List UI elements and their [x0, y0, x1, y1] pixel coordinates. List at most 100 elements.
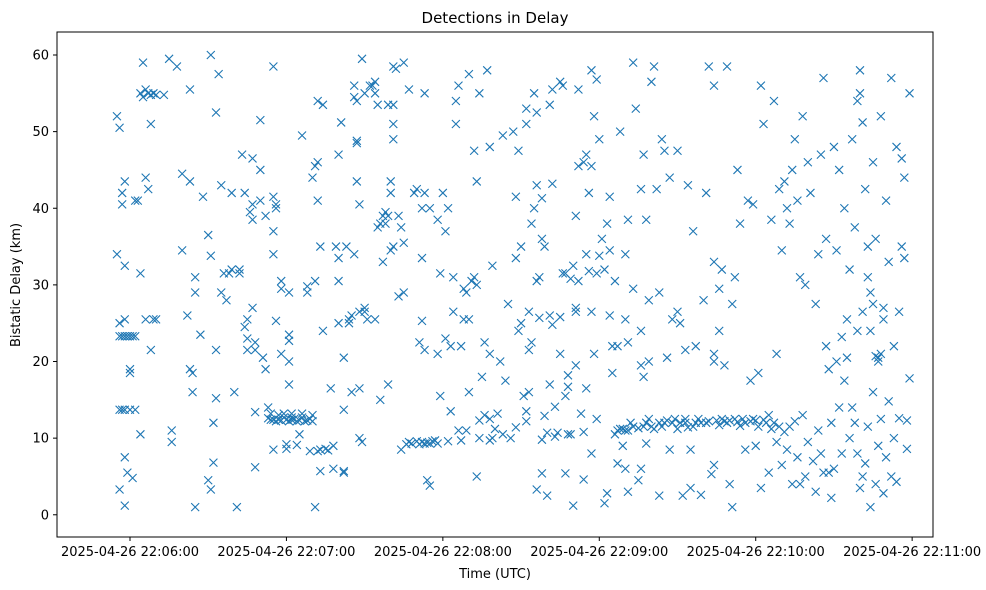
data-point: [748, 200, 758, 209]
data-point: [816, 449, 826, 458]
data-point: [409, 188, 419, 198]
data-point: [725, 479, 735, 489]
data-point: [571, 307, 581, 317]
data-point: [868, 157, 878, 167]
data-point: [850, 418, 860, 428]
data-point: [873, 353, 883, 363]
data-point: [824, 468, 834, 478]
data-point: [227, 188, 237, 198]
data-point: [300, 416, 310, 426]
data-point: [375, 395, 385, 405]
data-point: [342, 242, 351, 251]
data-point: [138, 92, 148, 102]
data-point: [798, 111, 808, 121]
data-point: [388, 242, 398, 251]
data-point: [370, 77, 380, 87]
data-point: [373, 223, 383, 232]
data-point: [435, 391, 445, 401]
data-point: [344, 318, 354, 328]
data-point: [853, 449, 862, 458]
data-point: [764, 410, 774, 420]
data-point: [613, 426, 622, 435]
data-point: [800, 280, 810, 290]
data-point: [242, 345, 252, 355]
data-point: [683, 180, 693, 190]
data-point: [547, 85, 557, 94]
data-point: [388, 134, 398, 144]
data-point: [649, 424, 659, 434]
data-point: [422, 438, 432, 448]
data-point: [563, 370, 573, 380]
data-point: [334, 318, 343, 328]
data-point: [803, 157, 813, 167]
data-point: [709, 460, 719, 470]
data-point: [399, 288, 409, 297]
data-point: [255, 165, 265, 175]
y-tick-label: 30: [32, 278, 49, 293]
data-point: [787, 479, 797, 489]
data-point: [136, 268, 145, 278]
data-point: [537, 469, 547, 478]
data-point: [506, 433, 516, 443]
data-point: [295, 429, 304, 439]
data-point: [553, 428, 562, 438]
data-point: [605, 246, 615, 255]
data-point: [339, 405, 349, 415]
data-point: [417, 203, 427, 213]
data-point: [897, 242, 907, 251]
data-point: [433, 349, 443, 359]
data-point: [258, 353, 268, 363]
data-point: [485, 414, 495, 424]
data-point: [532, 485, 542, 494]
data-point: [547, 320, 557, 330]
data-point: [464, 387, 474, 397]
data-point: [866, 326, 875, 336]
data-point: [641, 439, 651, 448]
data-point: [474, 433, 484, 443]
data-point: [868, 387, 878, 397]
data-point: [120, 177, 130, 186]
data-point: [373, 100, 383, 110]
data-point: [521, 119, 531, 129]
data-point: [211, 393, 221, 403]
data-point: [628, 284, 638, 294]
data-point: [472, 177, 482, 186]
data-point: [709, 357, 719, 366]
data-point: [858, 118, 867, 127]
data-point: [743, 196, 753, 205]
data-point: [469, 146, 479, 156]
data-point: [352, 138, 362, 148]
data-point: [873, 357, 883, 366]
data-point: [456, 436, 466, 445]
data-point: [355, 383, 364, 393]
data-point: [816, 150, 826, 159]
data-point: [748, 414, 758, 424]
data-point: [555, 349, 565, 359]
y-tick-label: 10: [32, 432, 49, 447]
data-point: [396, 223, 406, 232]
data-point: [415, 337, 424, 347]
data-point: [785, 219, 794, 228]
data-point: [561, 469, 570, 478]
data-point: [623, 487, 633, 497]
data-point: [819, 73, 828, 83]
data-point: [555, 77, 565, 87]
data-point: [860, 184, 870, 194]
data-point: [441, 334, 450, 343]
data-point: [172, 62, 182, 71]
data-point: [832, 357, 841, 366]
data-point: [443, 436, 453, 446]
data-point: [581, 383, 591, 393]
data-point: [349, 92, 359, 102]
data-point: [120, 314, 130, 324]
data-point: [636, 184, 646, 194]
data-point: [795, 479, 805, 489]
data-point: [456, 341, 466, 351]
data-point: [652, 184, 662, 194]
data-point: [206, 251, 216, 261]
data-point: [433, 215, 443, 225]
data-point: [571, 360, 581, 370]
data-point: [899, 253, 909, 263]
data-point: [693, 414, 703, 424]
data-point: [592, 268, 602, 278]
